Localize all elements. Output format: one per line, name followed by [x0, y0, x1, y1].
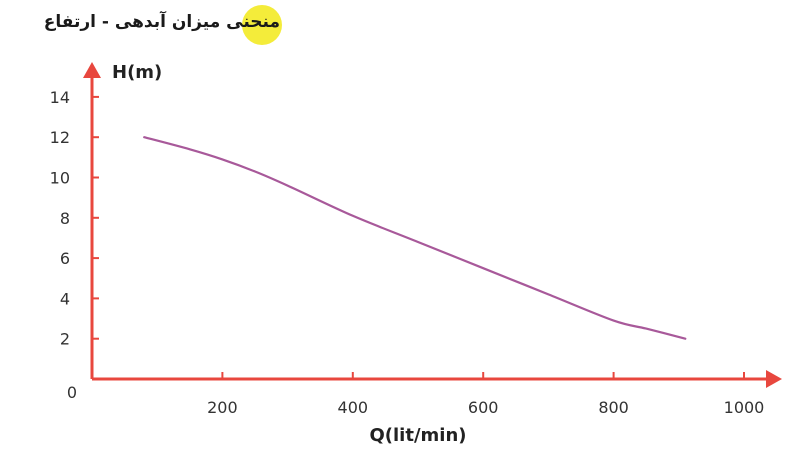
- x-tick-label: 200: [207, 398, 238, 417]
- y-tick-label: 14: [50, 88, 70, 107]
- tick-labels: 2 4 6 8 10 12 14 200 400 600 800 1000 0: [50, 88, 765, 417]
- y-tick-label: 4: [60, 289, 70, 308]
- title-highlight-dot: [242, 5, 282, 45]
- x-tick-label: 400: [338, 398, 369, 417]
- chart-title: منحنی میزان آبدهی - ارتفاع: [43, 12, 280, 32]
- y-axis-title: H(m): [112, 62, 162, 83]
- axes: [83, 62, 782, 388]
- y-tick-label: 8: [60, 209, 70, 228]
- x-tick-label: 800: [598, 398, 629, 417]
- origin-label: 0: [67, 383, 77, 402]
- x-tick-label: 600: [468, 398, 499, 417]
- y-tick-label: 10: [50, 169, 70, 188]
- series-layer: [143, 136, 687, 340]
- x-axis-title: Q(lit/min): [369, 425, 466, 446]
- y-axis-arrowhead: [83, 62, 101, 78]
- x-axis-arrowhead: [766, 370, 782, 388]
- tick-marks: [92, 95, 745, 379]
- y-tick-label: 6: [60, 249, 70, 268]
- y-tick-label: 12: [50, 128, 70, 147]
- chart-title-block: منحنی میزان آبدهی - ارتفاع: [14, 4, 284, 45]
- series-line: [143, 136, 687, 340]
- x-tick-label: 1000: [724, 398, 765, 417]
- y-tick-label: 2: [60, 330, 70, 349]
